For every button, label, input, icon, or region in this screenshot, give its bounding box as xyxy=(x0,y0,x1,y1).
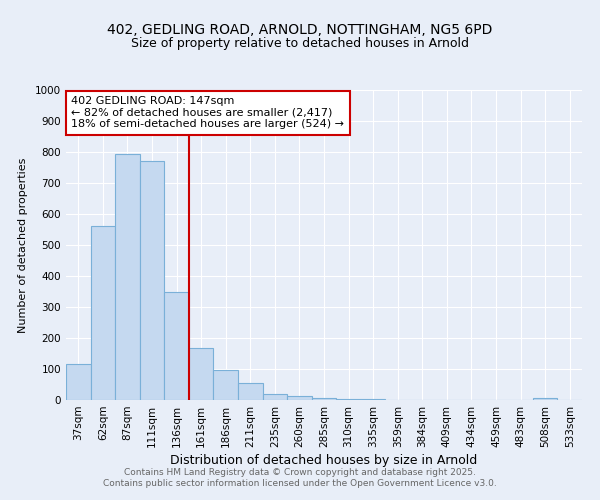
Text: Contains HM Land Registry data © Crown copyright and database right 2025.
Contai: Contains HM Land Registry data © Crown c… xyxy=(103,468,497,487)
Bar xyxy=(164,292,189,400)
Bar xyxy=(336,399,361,400)
Text: 402, GEDLING ROAD, ARNOLD, NOTTINGHAM, NG5 6PD: 402, GEDLING ROAD, ARNOLD, NOTTINGHAM, N… xyxy=(107,22,493,36)
Bar xyxy=(287,396,312,400)
Bar xyxy=(533,398,557,400)
Bar xyxy=(189,348,214,400)
Bar xyxy=(238,384,263,400)
Y-axis label: Number of detached properties: Number of detached properties xyxy=(18,158,28,332)
Bar xyxy=(140,162,164,400)
X-axis label: Distribution of detached houses by size in Arnold: Distribution of detached houses by size … xyxy=(170,454,478,467)
Bar xyxy=(214,370,238,400)
Text: Size of property relative to detached houses in Arnold: Size of property relative to detached ho… xyxy=(131,38,469,51)
Bar xyxy=(361,399,385,400)
Bar xyxy=(91,226,115,400)
Bar xyxy=(66,364,91,400)
Bar xyxy=(263,394,287,400)
Bar xyxy=(115,154,140,400)
Bar xyxy=(312,398,336,400)
Text: 402 GEDLING ROAD: 147sqm
← 82% of detached houses are smaller (2,417)
18% of sem: 402 GEDLING ROAD: 147sqm ← 82% of detach… xyxy=(71,96,344,130)
